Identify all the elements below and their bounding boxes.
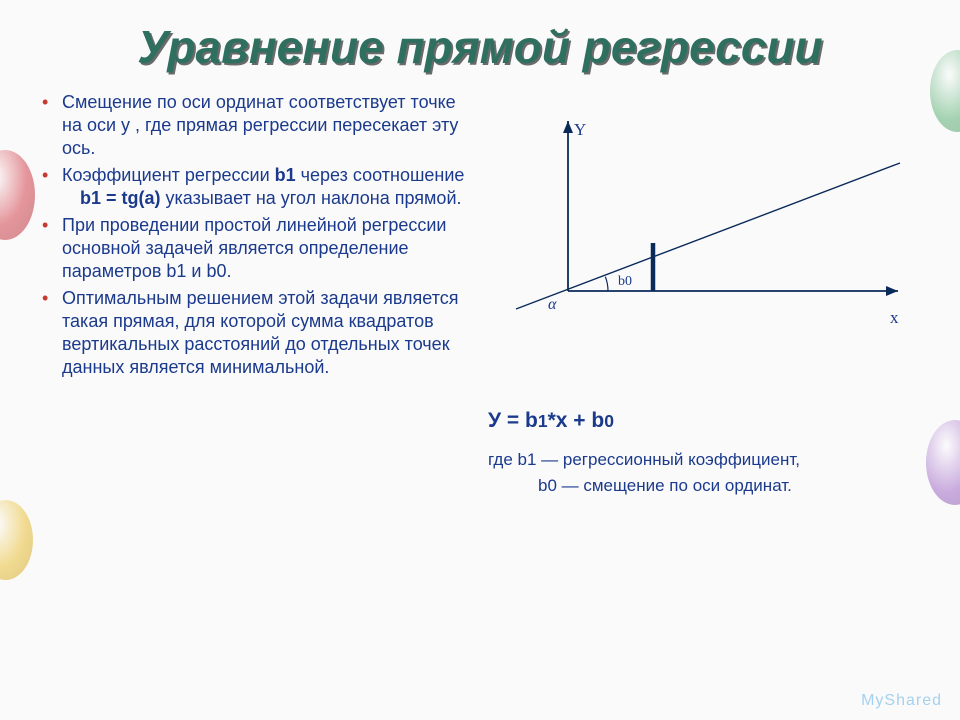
svg-text:α: α (548, 296, 557, 313)
regression-diagram: Yx α b0 (488, 101, 918, 361)
svg-text:b0: b0 (618, 274, 632, 289)
bullet-indent: b1 = tg(a) указывает на угол наклона пря… (62, 187, 470, 210)
bullet-column: Смещение по оси ординат соответствует то… (40, 91, 470, 658)
bullet-text: Оптимальным решением этой задачи являетс… (62, 288, 458, 377)
formula-legend: где b1 — регрессионный коэффициент, b0 —… (488, 447, 928, 500)
svg-text:Y: Y (574, 120, 586, 139)
formula-b0-desc: b0 — смещение по оси ординат. (488, 473, 928, 499)
watermark: MyShared (861, 692, 942, 710)
formula-main: У = b1*x + b0 (488, 409, 928, 433)
content-area: Смещение по оси ординат соответствует то… (0, 83, 960, 658)
svg-text:x: x (890, 308, 899, 327)
bullet-text: При проведении простой линейной регресси… (62, 215, 446, 281)
bullet-list: Смещение по оси ординат соответствует то… (40, 91, 470, 379)
formula-block: У = b1*x + b0 где b1 — регрессионный коэ… (488, 409, 928, 500)
bullet-item: Смещение по оси ординат соответствует то… (40, 91, 470, 160)
figure-column: Yx α b0 У = b1*x + b0 где b1 — регрессионн… (488, 91, 928, 658)
diagram-svg: Yx α b0 (488, 101, 918, 361)
bullet-text: Смещение по оси ординат соответствует то… (62, 92, 458, 158)
bullet-text: Коэффициент регрессии b1 через соотношен… (62, 165, 464, 185)
bullet-item: Оптимальным решением этой задачи являетс… (40, 287, 470, 379)
bullet-item: Коэффициент регрессии b1 через соотношен… (40, 164, 470, 210)
page-title: Уравнение прямой регрессии (0, 0, 960, 83)
formula-b1-desc: где b1 — регрессионный коэффициент, (488, 447, 928, 473)
bullet-item: При проведении простой линейной регресси… (40, 214, 470, 283)
